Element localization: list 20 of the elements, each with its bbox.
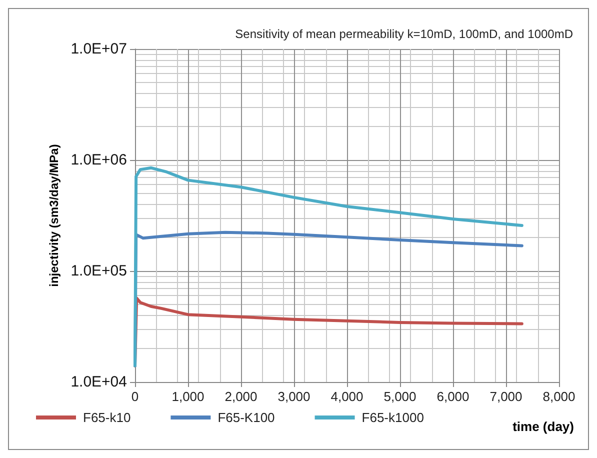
legend-label: F65-k1000	[362, 410, 424, 425]
y-axis-title: injectivity (sm3/day/MPa)	[46, 144, 61, 287]
y-tick-label: 1.0E+06	[70, 152, 127, 168]
x-tick-label: 5,000	[384, 389, 416, 404]
y-tick-label: 1.0E+04	[70, 374, 127, 390]
x-tick-label: 6,000	[436, 389, 470, 404]
y-tick-label: 1.0E+05	[70, 262, 127, 280]
x-tick-label: 3,000	[278, 389, 310, 404]
x-axis-title: time (day)	[512, 419, 574, 434]
line-series	[134, 166, 524, 368]
x-tick-label: 4,000	[330, 389, 364, 404]
legend-label: F65-K100	[218, 410, 275, 425]
x-tick-label: 2,000	[224, 389, 258, 404]
x-tick-label: 7,000	[490, 389, 522, 404]
legend-label: F65-k10	[83, 410, 131, 425]
y-tick-label: 1.0E+07	[70, 40, 127, 58]
x-tick-label: 0	[131, 389, 139, 404]
x-tick-label: 8,000	[542, 389, 576, 404]
chart-title: Sensitivity of mean permeability k=10mD, 100mD, and 1000mD	[235, 27, 574, 41]
x-tick-label: 1,000	[172, 389, 204, 404]
